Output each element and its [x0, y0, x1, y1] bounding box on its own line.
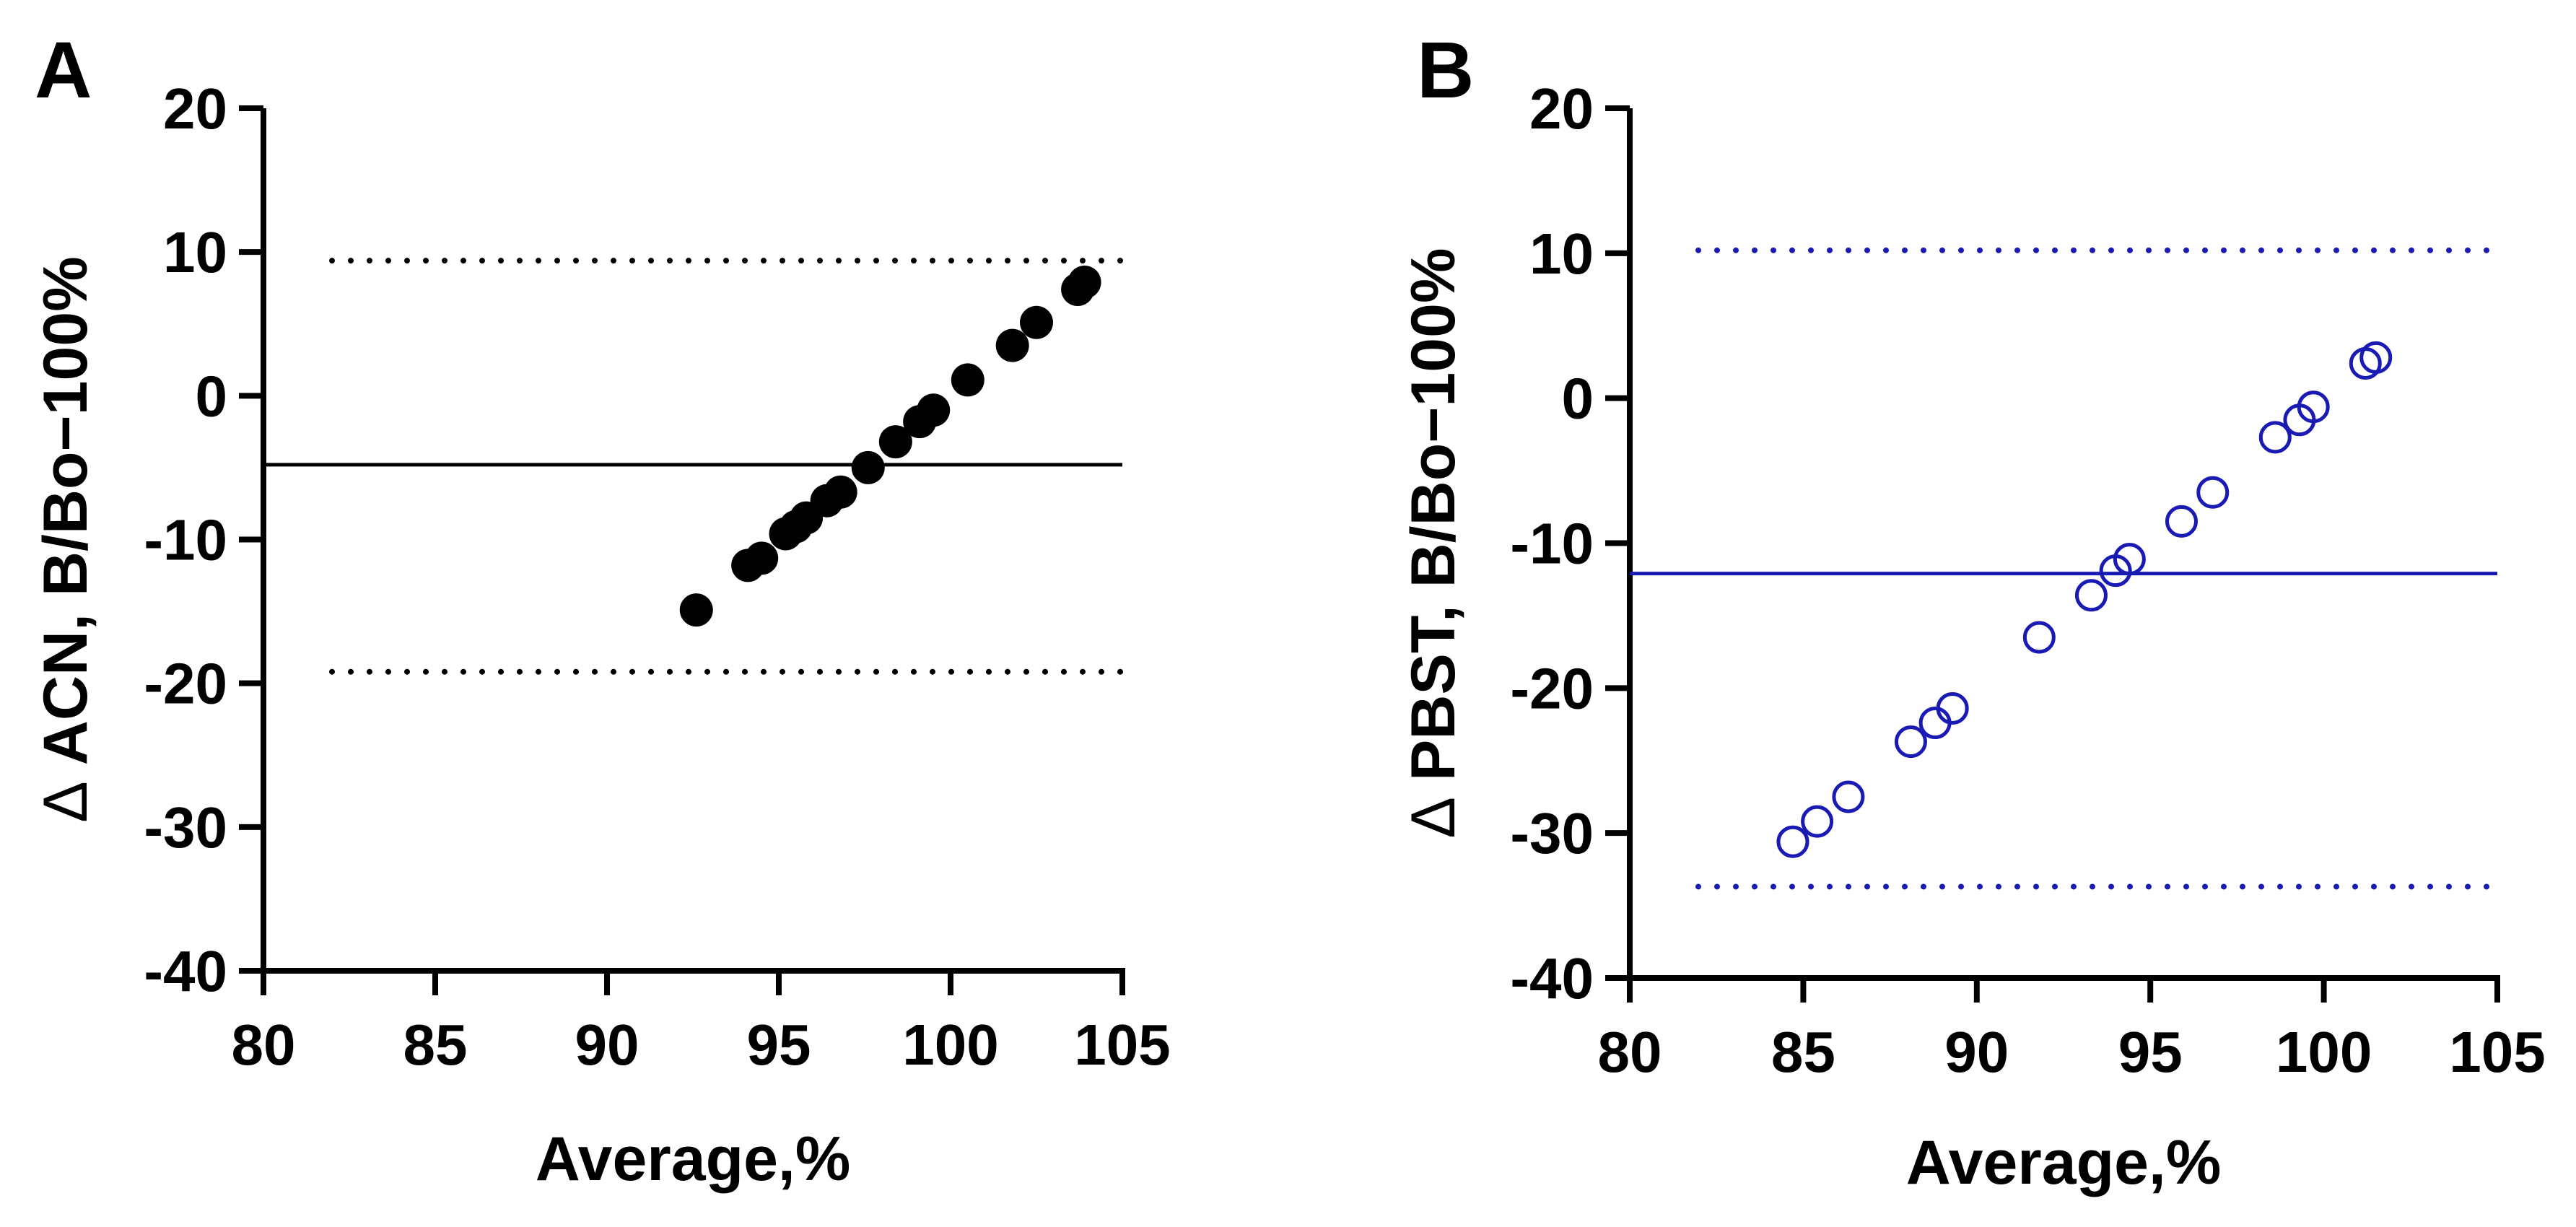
data-point: [1776, 825, 1809, 858]
y-tick-label: -30: [1510, 801, 1594, 865]
delta-symbol: Δ: [1399, 797, 1468, 838]
data-point: [2196, 476, 2230, 509]
x-tick-label: 80: [232, 1013, 296, 1077]
data-point: [1936, 691, 1969, 725]
x-tick-label: 85: [1771, 1020, 1835, 1084]
y-tick-label: -10: [144, 508, 227, 572]
data-point: [878, 425, 912, 459]
data-point: [1894, 725, 1927, 759]
x-axis-label: Average,%: [1906, 1128, 2222, 1197]
data-point: [917, 393, 951, 427]
data-point: [679, 593, 713, 627]
y-tick-label: -30: [144, 795, 227, 860]
data-point: [2022, 621, 2056, 654]
y-axis-label: Δ ACN, B/Bo−100%: [31, 256, 100, 822]
data-point: [2113, 543, 2146, 576]
x-tick-label: 100: [902, 1013, 998, 1077]
x-tick-label: 85: [403, 1013, 468, 1077]
x-tick-label: 105: [1074, 1013, 1170, 1077]
panel-letter: A: [35, 26, 92, 115]
y-tick-label: -20: [144, 652, 227, 716]
x-tick-label: 90: [1944, 1020, 2009, 1084]
data-point: [1020, 305, 1053, 339]
panel-letter: B: [1417, 26, 1474, 115]
x-tick-label: 90: [575, 1013, 639, 1077]
y-axis-label: Δ PBST, B/Bo−100%: [1399, 248, 1468, 839]
data-point: [2297, 390, 2330, 424]
y-tick-label: 10: [1529, 222, 1594, 286]
data-point: [1067, 265, 1101, 299]
data-point: [745, 541, 779, 575]
data-point: [2258, 421, 2292, 454]
y-tick-label: 0: [1562, 367, 1594, 431]
x-tick-label: 95: [2118, 1020, 2183, 1084]
panel-b: B -40 -30 -20 -10 0 10 20 80 85 90 95 100 105 Average,…: [1399, 26, 2546, 1197]
y-axis-label-text: ACN, B/Bo−100%: [31, 256, 100, 765]
x-tick-label: 80: [1598, 1020, 1662, 1084]
y-tick-label: -40: [1510, 946, 1594, 1010]
y-tick-label: -40: [144, 939, 227, 1003]
x-tick-label: 100: [2276, 1020, 2372, 1084]
y-tick-label: -10: [1510, 512, 1594, 576]
data-point: [2359, 341, 2393, 374]
y-tick-label: -20: [1510, 656, 1594, 720]
data-point: [824, 475, 857, 509]
x-tick-label: 95: [747, 1013, 811, 1077]
y-tick-label: 20: [163, 77, 227, 141]
delta-symbol: Δ: [31, 781, 100, 822]
data-point: [2165, 505, 2198, 538]
panel-a: A -40 -30 -20 -10 0 10 20 80 85 90 95 100 105 Average,…: [31, 26, 1171, 1194]
data-point: [2074, 579, 2108, 612]
y-tick-label: 20: [1529, 77, 1594, 141]
x-axis-label: Average,%: [536, 1125, 851, 1194]
y-axis-label-text: PBST, B/Bo−100%: [1399, 248, 1468, 781]
x-tick-label: 105: [2449, 1020, 2545, 1084]
data-point: [851, 450, 885, 484]
y-tick-label: 10: [163, 220, 227, 284]
data-point: [995, 328, 1029, 362]
data-point: [1801, 805, 1834, 838]
data-point: [951, 363, 984, 397]
y-tick-label: 0: [196, 364, 228, 428]
data-point: [1832, 780, 1865, 813]
